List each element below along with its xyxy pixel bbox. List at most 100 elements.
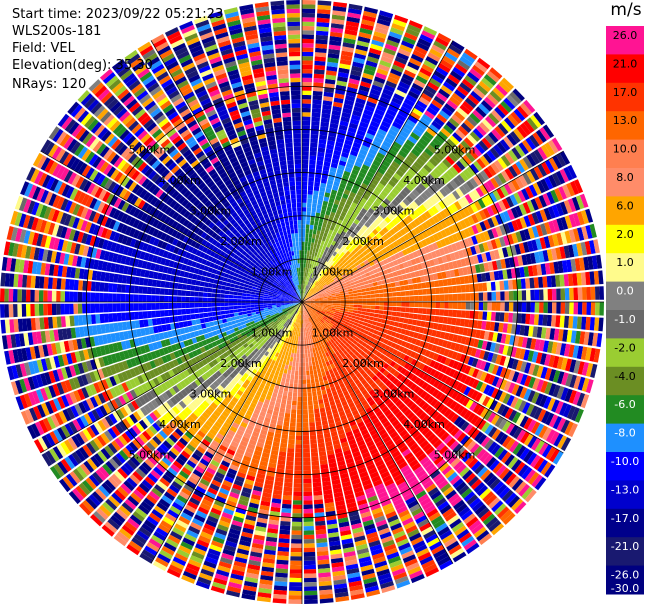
velocity-gate	[428, 103, 441, 113]
velocity-gate	[351, 244, 357, 250]
velocity-gate	[544, 159, 555, 173]
velocity-gate	[303, 293, 305, 298]
velocity-gate	[477, 254, 484, 263]
velocity-gate	[306, 303, 311, 305]
velocity-gate	[318, 273, 323, 278]
velocity-gate	[563, 200, 573, 214]
velocity-gate	[391, 311, 397, 317]
velocity-gate	[308, 268, 311, 273]
velocity-gate	[307, 286, 310, 291]
velocity-gate	[385, 372, 393, 380]
velocity-gate	[536, 365, 544, 378]
velocity-gate	[372, 211, 380, 219]
velocity-gate	[282, 390, 288, 396]
velocity-gate	[504, 117, 516, 130]
velocity-gate	[306, 303, 311, 305]
velocity-gate	[320, 209, 326, 215]
velocity-gate	[413, 243, 420, 251]
velocity-gate	[396, 365, 404, 373]
velocity-gate	[335, 327, 341, 332]
velocity-gate	[308, 293, 313, 297]
velocity-gate	[452, 360, 460, 370]
velocity-gate	[303, 439, 310, 445]
velocity-gate	[336, 137, 345, 144]
velocity-gate	[433, 70, 446, 81]
velocity-gate	[405, 195, 414, 204]
velocity-gate	[366, 152, 376, 160]
velocity-gate	[315, 271, 319, 276]
velocity-gate	[423, 393, 432, 402]
velocity-gate	[322, 100, 333, 106]
velocity-gate	[443, 246, 450, 255]
velocity-gate	[326, 281, 331, 286]
velocity-gate	[373, 31, 387, 39]
velocity-gate	[347, 158, 356, 165]
velocity-gate	[356, 289, 362, 293]
velocity-gate	[358, 186, 366, 194]
velocity-gate	[319, 320, 324, 325]
velocity-gate	[339, 63, 351, 70]
velocity-gate	[417, 71, 430, 81]
velocity-gate	[338, 234, 344, 241]
velocity-gate	[416, 207, 424, 215]
velocity-gate	[318, 403, 325, 409]
velocity-gate	[326, 292, 332, 296]
velocity-gate	[316, 266, 320, 272]
velocity-gate	[354, 329, 360, 334]
velocity-gate	[405, 65, 418, 75]
velocity-gate	[282, 499, 292, 505]
velocity-gate	[337, 164, 345, 171]
velocity-gate	[539, 127, 551, 141]
velocity-gate	[458, 394, 467, 405]
velocity-gate	[504, 258, 511, 269]
velocity-gate	[498, 391, 507, 403]
velocity-gate	[293, 387, 298, 393]
velocity-gate	[287, 352, 292, 357]
velocity-gate	[359, 282, 365, 286]
velocity-gate	[340, 280, 346, 285]
velocity-gate	[320, 319, 325, 324]
velocity-gate	[493, 249, 500, 260]
velocity-gate	[459, 157, 469, 168]
velocity-gate	[461, 78, 475, 90]
velocity-gate	[410, 358, 418, 366]
velocity-gate	[418, 138, 429, 147]
velocity-gate	[349, 337, 355, 343]
velocity-gate	[343, 287, 348, 291]
velocity-gate	[494, 106, 506, 119]
velocity-gate	[443, 172, 452, 182]
velocity-gate	[390, 282, 396, 288]
velocity-gate	[427, 208, 436, 217]
velocity-gate	[316, 546, 329, 552]
velocity-gate	[414, 326, 421, 333]
velocity-gate	[327, 300, 333, 302]
velocity-gate	[476, 158, 486, 169]
velocity-gate	[340, 54, 353, 62]
velocity-gate	[425, 358, 433, 366]
velocity-gate	[366, 171, 375, 179]
velocity-gate	[491, 128, 502, 141]
velocity-gate	[310, 242, 315, 248]
velocity-gate	[314, 356, 318, 361]
velocity-gate	[408, 391, 416, 400]
velocity-gate	[426, 288, 432, 295]
velocity-gate	[287, 395, 293, 401]
velocity-gate	[560, 288, 566, 301]
velocity-gate	[363, 109, 374, 117]
velocity-gate	[477, 339, 484, 349]
velocity-gate	[505, 438, 516, 451]
velocity-gate	[306, 298, 311, 301]
velocity-gate	[314, 503, 324, 509]
velocity-gate	[475, 234, 483, 244]
velocity-gate	[314, 60, 326, 66]
velocity-gate	[330, 266, 336, 272]
velocity-gate	[339, 310, 345, 313]
velocity-gate	[384, 345, 391, 351]
velocity-gate	[432, 379, 441, 388]
velocity-gate	[523, 450, 534, 463]
velocity-gate	[317, 277, 321, 282]
velocity-gate	[334, 242, 340, 248]
velocity-gate	[440, 406, 449, 415]
velocity-gate	[339, 240, 345, 246]
velocity-gate	[303, 276, 305, 281]
